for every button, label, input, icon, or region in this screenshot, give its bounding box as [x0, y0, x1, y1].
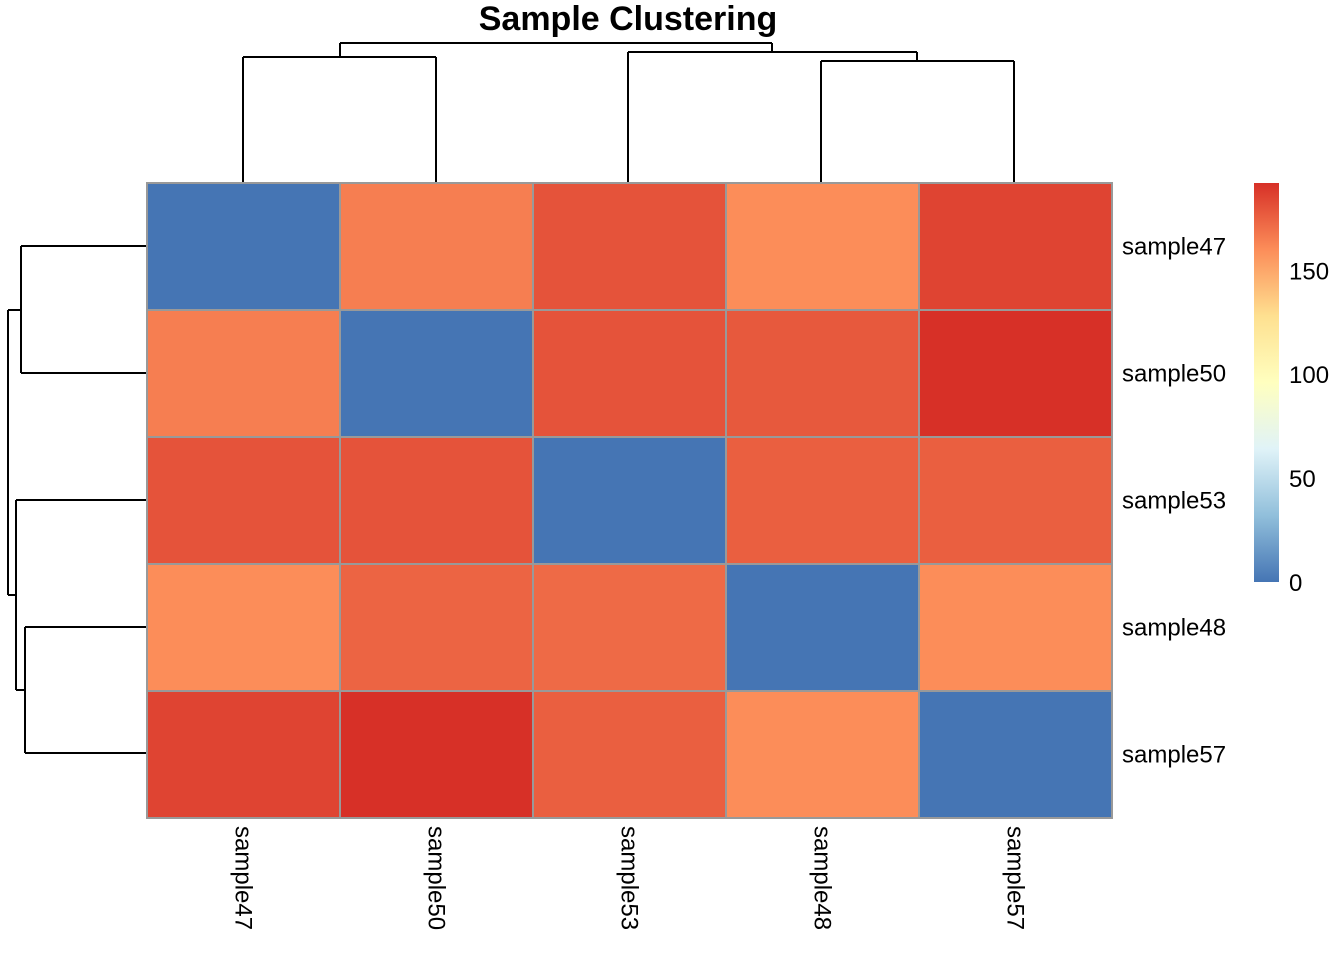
- column-label: sample48: [809, 826, 836, 930]
- row-label: sample53: [1122, 488, 1226, 515]
- heatmap-cell: [918, 309, 1113, 438]
- heatmap-cell: [532, 309, 727, 438]
- row-label: sample48: [1122, 615, 1226, 642]
- colorbar-tick-label: 50: [1289, 466, 1316, 493]
- row-label: sample57: [1122, 742, 1226, 769]
- heatmap-cell: [339, 563, 534, 692]
- row-label: sample50: [1122, 361, 1226, 388]
- column-label: sample50: [423, 826, 450, 930]
- colorbar-tick-label: 0: [1289, 570, 1302, 597]
- heatmap-cell: [532, 563, 727, 692]
- colorbar-tick-label: 150: [1289, 258, 1329, 285]
- heatmap-cell: [339, 309, 534, 438]
- column-label: sample53: [616, 826, 643, 930]
- heatmap-cell: [918, 436, 1113, 565]
- heatmap-cell: [146, 436, 341, 565]
- chart-title: Sample Clustering: [479, 0, 778, 38]
- color-legend: 0 50 100 150: [1254, 183, 1329, 597]
- colorbar-tick-label: 100: [1289, 362, 1329, 389]
- heatmap-cell: [146, 182, 341, 311]
- heatmap-cell: [918, 182, 1113, 311]
- heatmap-cell: [725, 309, 920, 438]
- heatmap-cell: [725, 436, 920, 565]
- heatmap-cell: [918, 690, 1113, 819]
- heatmap-cells: [146, 182, 1113, 819]
- column-labels: sample47 sample50 sample53 sample48 sample57: [230, 826, 1029, 930]
- heatmap-cell: [532, 182, 727, 311]
- heatmap-cell: [725, 690, 920, 819]
- column-dendrogram: [242, 42, 1015, 183]
- heatmap-cell: [339, 436, 534, 565]
- row-dendrogram: [7, 245, 147, 754]
- heatmap-cell: [146, 309, 341, 438]
- column-label: sample47: [230, 826, 257, 930]
- heatmap-cell: [339, 182, 534, 311]
- heatmap-cell: [532, 690, 727, 819]
- heatmap-cell: [532, 436, 727, 565]
- row-label: sample47: [1122, 234, 1226, 261]
- heatmap-cell: [918, 563, 1113, 692]
- heatmap-cell: [339, 690, 534, 819]
- heatmap-cell: [725, 563, 920, 692]
- heatmap-cell: [725, 182, 920, 311]
- column-label: sample57: [1002, 826, 1029, 930]
- row-labels: sample47 sample50 sample53 sample48 sample57: [1122, 234, 1226, 769]
- heatmap-cell: [146, 563, 341, 692]
- colorbar-gradient: [1254, 183, 1279, 582]
- heatmap-cell: [146, 690, 341, 819]
